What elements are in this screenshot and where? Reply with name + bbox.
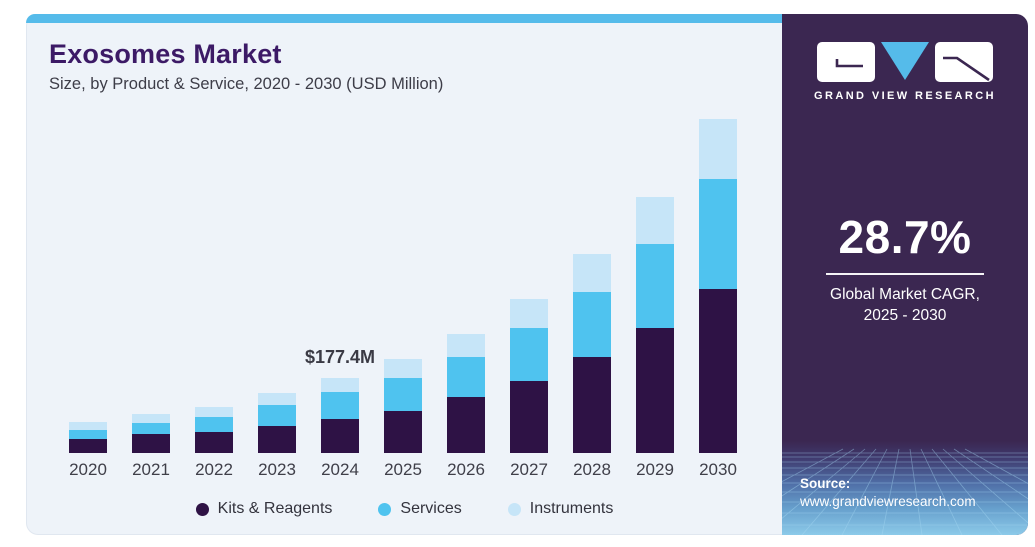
segment-kits-reagents [510,380,548,453]
segment-services [384,377,422,411]
segment-kits-reagents [195,432,233,453]
bar-2023[interactable]: 2023 [258,119,296,479]
segment-kits-reagents [636,328,674,453]
segment-kits-reagents [321,418,359,453]
cagr-value: 28.7% [838,211,972,263]
bar-2025[interactable]: 2025 [384,119,422,479]
segment-instruments [195,406,233,418]
bar-2020[interactable]: 2020 [69,119,107,479]
gvr-logo-icon [782,40,1028,86]
bar-2024[interactable]: $177.4M 2024 [305,119,375,479]
segment-instruments [510,299,548,329]
source-url: www.grandviewresearch.com [800,493,976,509]
segment-instruments [699,119,737,180]
segment-services [258,405,296,426]
legend-item-instruments: Instruments [507,500,614,518]
x-axis-label: 2028 [573,460,611,479]
segment-instruments [384,359,422,378]
brand-name: GRAND VIEW RESEARCH [814,90,996,102]
x-axis-label: 2025 [384,460,422,479]
segment-instruments [573,254,611,292]
x-axis-label: 2022 [195,460,233,479]
x-axis-label: 2029 [636,460,674,479]
cagr-stat: 28.7% Global Market CAGR, 2025 - 2030 [782,210,1028,327]
x-axis-label: 2020 [69,460,107,479]
sidebar-footer: Source: www.grandviewresearch.com [782,441,1028,535]
legend-dot-icon [195,502,209,516]
legend-label: Kits & Reagents [217,500,333,517]
segment-instruments [447,333,485,358]
bar-2030[interactable]: 2030 [699,119,737,479]
segment-instruments [132,413,170,423]
x-axis-label: 2026 [447,460,485,479]
segment-kits-reagents [447,397,485,453]
legend-item-kits-reagents: Kits & Reagents [195,500,333,518]
segment-services [636,244,674,329]
bar-2027[interactable]: 2027 [510,119,548,479]
top-accent-bar [26,14,782,23]
segment-services [447,357,485,398]
page-title: Exosomes Market [49,39,282,69]
bar-2026[interactable]: 2026 [447,119,485,479]
cagr-label-line1: Global Market CAGR, [830,286,980,303]
segment-services [573,291,611,358]
segment-services [195,417,233,433]
segment-kits-reagents [69,439,107,453]
value-annotation: $177.4M [304,347,376,367]
segment-kits-reagents [132,434,170,453]
segment-kits-reagents [573,357,611,453]
sidebar: GRAND VIEW RESEARCH 28.7% Global Market … [782,14,1028,535]
segment-services [132,422,170,435]
legend-dot-icon [507,502,521,516]
bar-2022[interactable]: 2022 [195,119,233,479]
segment-instruments [258,393,296,406]
legend-label: Services [400,500,462,517]
bar-chart: 2020 2021 2022 2023 $177.4M 2024 2025 2026 2027 2… [69,119,737,479]
segment-instruments [69,421,107,430]
bar-2028[interactable]: 2028 [573,119,611,479]
cagr-label-line2: 2025 - 2030 [863,306,947,324]
segment-services [699,179,737,289]
mesh-grid-graphic [782,448,1028,535]
gvr-logo-glyphs [817,42,993,82]
segment-services [510,328,548,381]
segment-instruments [636,196,674,245]
legend-dot-icon [378,502,392,516]
stat-divider [826,273,984,275]
legend-item-services: Services [378,500,462,518]
x-axis-label: 2027 [510,460,548,479]
legend: Kits & Reagents Services Instruments [27,500,782,518]
chart-panel: Exosomes Market Size, by Product & Servi… [26,14,782,535]
legend-label: Instruments [529,500,614,517]
bar-2021[interactable]: 2021 [132,119,170,479]
segment-kits-reagents [699,288,737,453]
segment-services [321,391,359,419]
bar-2029[interactable]: 2029 [636,119,674,479]
x-axis-label: 2021 [132,460,170,479]
page-subtitle: Size, by Product & Service, 2020 - 2030 … [49,75,444,93]
x-axis-label: 2023 [258,460,296,479]
segment-services [69,429,107,440]
x-axis-label: 2030 [699,460,737,479]
segment-kits-reagents [384,410,422,453]
segment-kits-reagents [258,425,296,453]
x-axis-label: 2024 [321,460,359,479]
source-block: Source: www.grandviewresearch.com [800,475,976,511]
source-label: Source: [800,475,851,491]
segment-instruments [321,378,359,392]
